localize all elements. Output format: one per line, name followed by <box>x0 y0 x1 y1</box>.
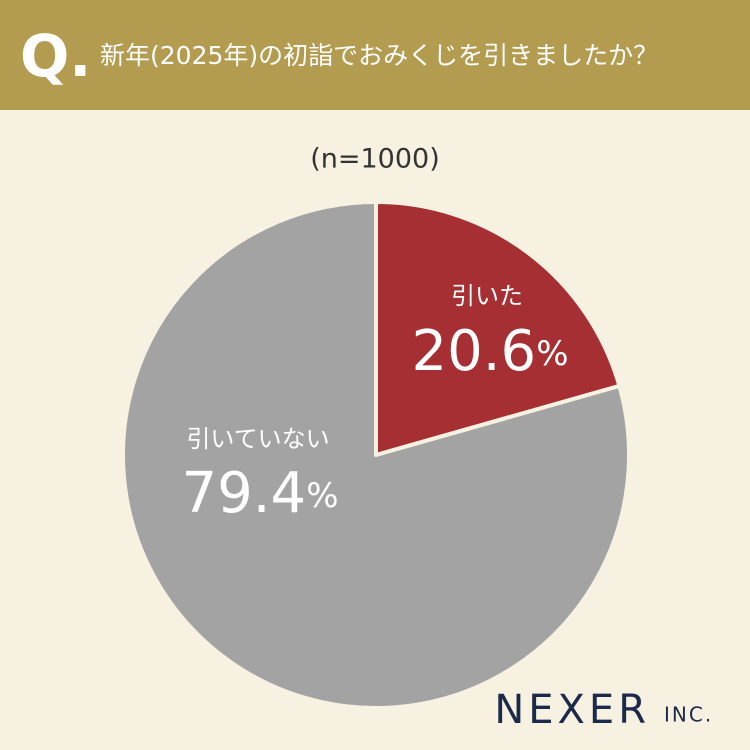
slice-label: 引いていない <box>186 425 329 453</box>
logo-suffix: INC. <box>664 703 713 727</box>
pie-slice <box>374 200 622 457</box>
slice-label: 引いた <box>451 282 523 310</box>
chart-title: 新年(2025年)の初詣でおみくじを引きましたか？ <box>100 41 658 70</box>
pie: 引いた 20.6% 引いていない 79.4% <box>121 200 631 710</box>
pie-slice <box>121 200 631 710</box>
value-label: 20.6% <box>412 319 569 384</box>
chart-subtitle: (n=1000) <box>310 144 440 175</box>
value-label: 79.4% <box>182 461 339 526</box>
header-bar <box>0 0 750 110</box>
logo: NEXER <box>494 687 650 733</box>
question-mark: Q. <box>20 22 91 90</box>
